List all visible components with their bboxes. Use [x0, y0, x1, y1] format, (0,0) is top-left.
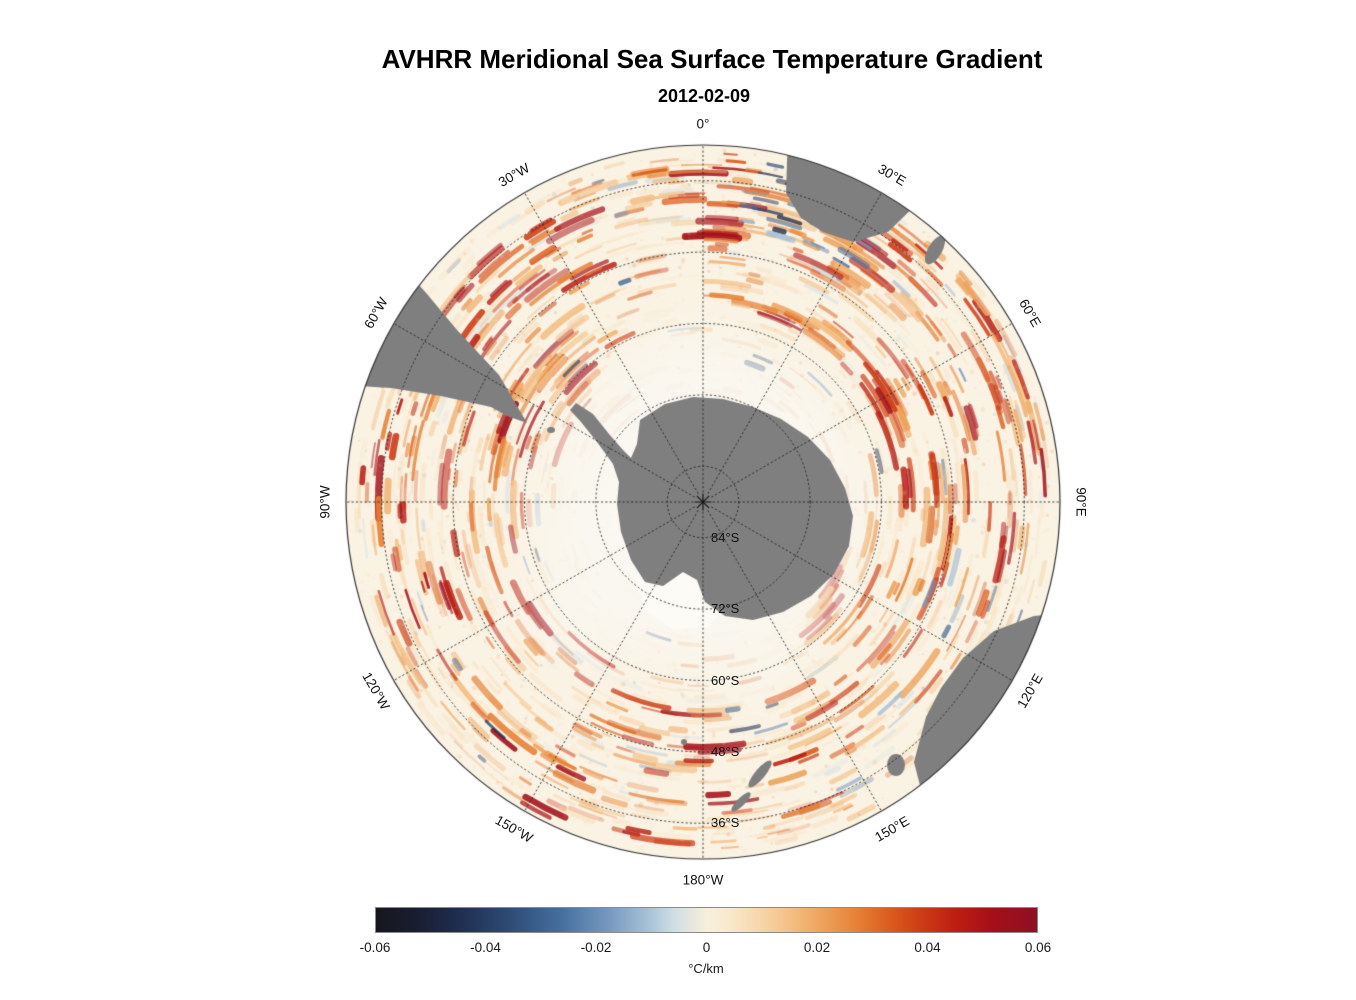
- longitude-label-90e: 90°E: [1073, 487, 1089, 517]
- latitude-label-48s: 48°S: [711, 743, 740, 759]
- colorbar-unit-label: °C/km: [688, 961, 724, 976]
- colorbar-gradient: [375, 907, 1038, 933]
- page-title: AVHRR Meridional Sea Surface Temperature…: [381, 44, 1043, 74]
- colorbar-tick--0.06: -0.06: [359, 940, 391, 955]
- latitude-label-36s: 36°S: [711, 815, 740, 831]
- colorbar-tick--0.04: -0.04: [470, 940, 501, 955]
- longitude-label-90w: 90°W: [317, 485, 333, 519]
- longitude-label-0: 0°: [696, 116, 710, 132]
- figure-date-subtitle: 2012-02-09: [657, 86, 751, 106]
- colorbar-tick-0: 0: [702, 940, 711, 955]
- colorbar-tick-0.04: 0.04: [914, 940, 941, 955]
- colorbar-tick-0.06: 0.06: [1024, 940, 1052, 955]
- colorbar-tick--0.02: -0.02: [580, 940, 612, 955]
- latitude-label-60s: 60°S: [711, 672, 740, 688]
- sst-gradient-polar-map-canvas: [318, 117, 1088, 887]
- colorbar-tick-0.02: 0.02: [803, 940, 831, 955]
- latitude-label-84s: 84°S: [711, 529, 740, 545]
- longitude-label-180w: 180°W: [682, 872, 724, 888]
- latitude-label-72s: 72°S: [711, 600, 740, 616]
